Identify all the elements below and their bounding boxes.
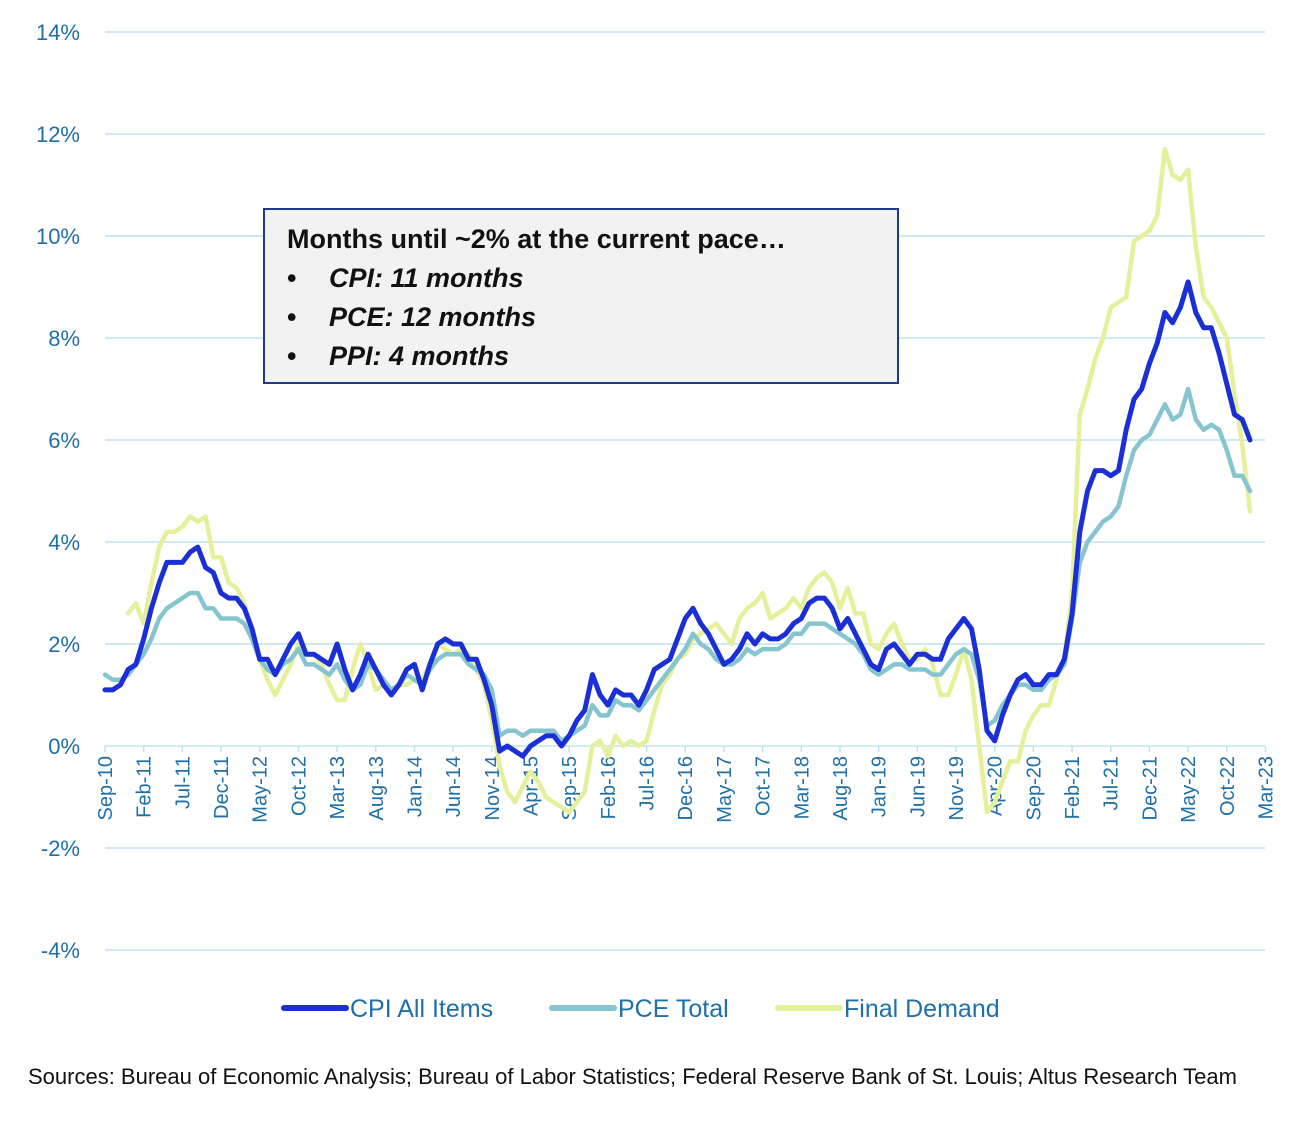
x-tick-label: Aug-18 [830, 756, 852, 821]
legend: CPI All Items PCE Total Final Demand [281, 995, 1000, 1023]
annotation-item-cpi: • CPI: 11 months [287, 259, 897, 298]
x-tick-label: Feb-21 [1062, 756, 1084, 819]
y-tick-label: 2% [48, 632, 80, 657]
x-tick-label: Jun-19 [907, 756, 929, 817]
x-tick-label: Oct-22 [1217, 756, 1239, 816]
x-tick-label: Jun-14 [443, 756, 465, 817]
annotation-list: • CPI: 11 months • PCE: 12 months • PPI: 4 … [287, 259, 897, 376]
y-tick-label: 14% [36, 20, 80, 45]
x-tick-label: Sep-20 [1023, 756, 1045, 821]
x-tick-label: Jul-11 [172, 756, 194, 809]
x-tick-label: Oct-17 [753, 756, 775, 816]
x-tick-label: Feb-11 [134, 756, 156, 818]
x-tick-label: Mar-13 [327, 756, 349, 819]
sources-note: Sources: Bureau of Economic Analysis; Bu… [28, 1064, 1237, 1089]
y-tick-label: 10% [36, 224, 80, 249]
series-line-0 [102, 279, 1253, 759]
annotation-title: Months until ~2% at the current pace… [287, 224, 786, 254]
x-tick-label: Dec-11 [211, 756, 233, 819]
x-tick-label: Jan-14 [404, 756, 426, 817]
x-tick-label: Dec-21 [1139, 756, 1161, 820]
x-tick-label: Dec-16 [675, 756, 697, 820]
y-tick-label: 8% [48, 326, 80, 351]
legend-label: Final Demand [844, 995, 1000, 1023]
x-tick-label: May-22 [1178, 756, 1200, 823]
annotation-item-ppi: • PPI: 4 months [287, 337, 897, 376]
y-tick-label: 6% [48, 428, 80, 453]
x-tick-label: Nov-14 [482, 756, 504, 820]
bullet-icon: • [287, 302, 297, 332]
x-tick-label: Jul-21 [1101, 756, 1123, 810]
annotation-item-label: PPI: 4 months [329, 341, 510, 371]
x-tick-label: May-12 [250, 756, 272, 823]
annotation-item-label: CPI: 11 months [329, 263, 524, 293]
y-tick-label: -2% [41, 836, 80, 861]
annotation-item-label: PCE: 12 months [329, 302, 537, 332]
x-tick-label: Mar-18 [791, 756, 813, 819]
y-axis-ticks: -4% -2% 0% 2% 4% 6% 8% 10% 12% 14% [36, 20, 80, 963]
x-tick-label: Nov-19 [946, 756, 968, 820]
bullet-icon: • [287, 341, 297, 371]
x-tick-label: Oct-12 [288, 756, 310, 816]
x-tick-label: Apr-15 [521, 756, 543, 816]
y-tick-label: -4% [41, 938, 80, 963]
y-tick-label: 0% [48, 734, 80, 759]
legend-label: CPI All Items [350, 995, 493, 1023]
x-tick-label: Jul-16 [637, 756, 659, 810]
x-tick-label: Mar-23 [1255, 756, 1277, 819]
x-tick-label: Sep-10 [95, 756, 117, 821]
x-tick-label: Feb-16 [598, 756, 620, 819]
bullet-icon: • [287, 263, 297, 293]
x-tick-label: Aug-13 [366, 756, 388, 821]
legend-label: PCE Total [618, 995, 729, 1023]
x-axis: Sep-10 Feb-11 Jul-11 Dec-11 May-12 Oct-12 Mar-… [95, 745, 1277, 823]
x-tick-label: May-17 [714, 756, 736, 823]
x-tick-label: Jan-19 [869, 756, 891, 817]
annotation-box: Months until ~2% at the current pace… • C… [263, 208, 899, 384]
x-tick-label: Apr-20 [985, 756, 1007, 816]
series-lines [102, 147, 1253, 815]
y-tick-label: 4% [48, 530, 80, 555]
annotation-item-pce: • PCE: 12 months [287, 298, 897, 337]
y-tick-label: 12% [36, 122, 80, 147]
